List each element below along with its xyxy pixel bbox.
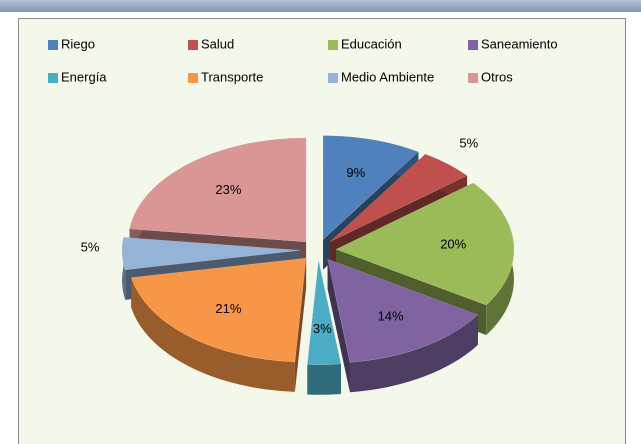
data-label: 21% — [215, 301, 241, 316]
slice-wall — [294, 258, 307, 392]
pie-slice — [329, 153, 468, 243]
legend: Riego Salud Educación Saneamiento Energía Tra… — [48, 36, 558, 84]
legend-label: Transporte — [201, 69, 263, 84]
slice-side — [349, 314, 478, 393]
pie-slice — [129, 137, 307, 243]
pie-slice — [335, 182, 515, 306]
legend-swatch — [188, 40, 198, 50]
pie-tops — [121, 135, 515, 366]
legend-swatch — [48, 40, 58, 50]
pie-slice — [322, 135, 419, 241]
slice-side — [307, 363, 341, 395]
data-label: 3% — [313, 321, 332, 336]
legend-label: Educación — [341, 36, 402, 51]
legend-swatch — [328, 40, 338, 50]
data-labels: 9% 5% 20% 14% 3% 21% 5% 23% — [81, 135, 479, 336]
legend-label: Energía — [61, 69, 107, 84]
legend-label: Medio Ambiente — [341, 69, 434, 84]
pie-slice — [130, 257, 307, 363]
data-label: 14% — [378, 309, 404, 324]
legend-label: Otros — [481, 69, 513, 84]
data-label: 9% — [346, 165, 365, 180]
legend-swatch — [188, 73, 198, 83]
data-label: 5% — [81, 240, 100, 255]
data-label: 5% — [459, 135, 478, 150]
legend-label: Saneamiento — [481, 36, 558, 51]
legend-label: Salud — [201, 36, 234, 51]
legend-swatch — [328, 73, 338, 83]
data-label: 20% — [440, 236, 466, 251]
data-label: 23% — [215, 182, 241, 197]
legend-label: Riego — [61, 36, 95, 51]
slice-wall — [327, 259, 350, 393]
legend-swatch — [48, 73, 58, 83]
title-bar — [0, 0, 641, 12]
legend-swatch — [468, 73, 478, 83]
pie-slice — [307, 260, 342, 366]
slice-side — [131, 277, 295, 392]
pie-slice — [327, 258, 479, 363]
legend-swatch — [468, 40, 478, 50]
pie-slice — [121, 237, 301, 271]
